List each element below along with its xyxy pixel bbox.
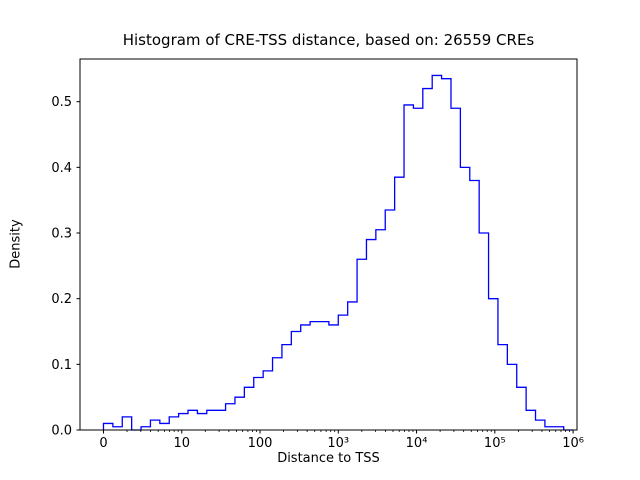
x-tick-label: 10³	[327, 436, 349, 451]
y-tick-label: 0.5	[51, 95, 72, 110]
y-tick-label: 0.3	[51, 227, 72, 242]
x-tick-label: 0	[99, 436, 107, 451]
histogram-step-line	[102, 74, 574, 431]
plot-border	[79, 58, 578, 431]
x-tick-label: 10⁶	[562, 436, 584, 451]
x-tick-label: 10⁵	[484, 436, 506, 451]
y-tick-label: 0.0	[51, 424, 72, 439]
x-axis-label: Distance to TSS	[277, 451, 380, 466]
y-tick-label: 0.4	[51, 161, 72, 176]
y-tick-label: 0.2	[51, 292, 72, 307]
x-tick-label: 10⁴	[406, 436, 428, 451]
y-tick-label: 0.1	[51, 358, 72, 373]
x-tick-label: 10	[173, 436, 190, 451]
y-axis-label: Density	[8, 219, 24, 269]
x-tick-label: 100	[248, 436, 273, 451]
chart-title: Histogram of CRE-TSS distance, based on:…	[122, 31, 535, 49]
